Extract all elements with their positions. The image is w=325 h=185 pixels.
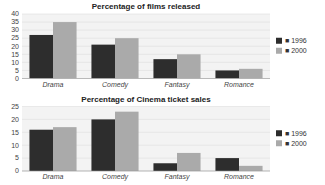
bar <box>153 59 177 78</box>
grid-line <box>22 106 270 107</box>
grid-line <box>22 14 270 15</box>
legend-swatch <box>276 140 282 146</box>
plot-area <box>22 14 270 79</box>
y-tick-label: 15 <box>11 51 19 58</box>
legend-label: ■ 1996 <box>285 37 307 44</box>
y-tick-label: 20 <box>11 43 19 50</box>
x-tick-label: Comedy <box>102 81 129 89</box>
y-tick-label: 5 <box>15 67 19 74</box>
bar <box>115 38 139 78</box>
x-tick-label: Fantasy <box>165 81 190 89</box>
bar <box>91 119 115 171</box>
title: Percentage of films released <box>92 2 201 11</box>
bars <box>29 112 262 171</box>
bar <box>91 45 115 79</box>
y-tick-label: 10 <box>11 142 19 149</box>
legend-label: ■ 2000 <box>285 140 307 147</box>
legend-label: ■ 2000 <box>285 47 307 54</box>
y-tick-label: 15 <box>11 129 19 136</box>
title: Percentage of Cinema ticket sales <box>81 95 211 104</box>
panel: Percentage of Cinema ticket sales 0 5 10 15 2… <box>11 95 307 182</box>
x-tick-label: Comedy <box>102 173 129 181</box>
y-tick-label: 35 <box>11 18 19 25</box>
bar <box>53 127 77 171</box>
bar <box>215 158 239 171</box>
y-tick-label: 10 <box>11 59 19 66</box>
chart-container: Percentage of films released051015202530… <box>0 0 325 185</box>
x-axis-line <box>22 78 270 79</box>
y-tick-label: 30 <box>11 26 19 33</box>
y-tick-label: 40 <box>11 10 19 17</box>
legend-swatch <box>276 130 282 136</box>
bar <box>29 35 53 79</box>
plot-area <box>22 107 270 172</box>
y-tick-label: 25 <box>11 34 19 41</box>
x-tick-label: Romance <box>224 81 254 88</box>
y-tick-label: 0 <box>15 75 19 82</box>
legend: ■ 1996 ■ 2000 <box>276 130 307 147</box>
y-tick-label: 20 <box>11 116 19 123</box>
x-tick-label: Fantasy <box>165 173 190 181</box>
bar <box>239 69 263 79</box>
legend-swatch <box>276 48 282 54</box>
bar <box>153 163 177 171</box>
bar <box>177 54 201 78</box>
legend-swatch <box>276 38 282 44</box>
legend: ■ 1996 ■ 2000 <box>276 37 307 54</box>
panel: Percentage of films released 05101520 2530… <box>11 2 307 89</box>
y-tick-label: 25 <box>11 103 19 110</box>
bar <box>115 112 139 171</box>
bar <box>239 166 263 171</box>
bar <box>177 153 201 171</box>
x-tick-label: Romance <box>224 173 254 180</box>
y-tick-label: 5 <box>15 154 19 161</box>
figure: Percentage of films released051015202530… <box>0 0 325 185</box>
x-axis-line <box>22 171 270 172</box>
x-tick-label: Drama <box>42 81 63 88</box>
legend-label: ■ 1996 <box>285 130 307 137</box>
bar <box>29 130 53 171</box>
bars <box>29 22 262 78</box>
grid-line <box>22 119 270 120</box>
bar <box>53 22 77 78</box>
y-tick-label: 0 <box>15 167 19 174</box>
bar <box>215 70 239 78</box>
x-tick-label: Drama <box>42 173 63 180</box>
